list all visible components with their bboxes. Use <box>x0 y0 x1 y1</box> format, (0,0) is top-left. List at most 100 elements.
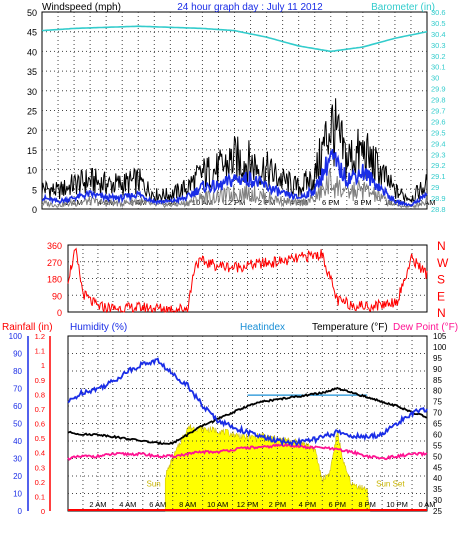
panel1-left-tick: 5 <box>32 185 37 195</box>
panel1-left-tick: 10 <box>27 166 37 176</box>
panel2-left-tick: 90 <box>52 291 62 301</box>
chart-title: 24 hour graph day : July 11 2012 <box>177 2 323 13</box>
temperature-tick: 75 <box>433 398 442 407</box>
humidity-tick: 20 <box>13 472 22 481</box>
humidity-tick: 80 <box>13 367 22 376</box>
panel3-x-tick: 8 PM <box>358 500 376 509</box>
panel1-left-tick: 35 <box>27 67 37 77</box>
panel3-x-tick: 6 AM <box>149 500 166 509</box>
heatindex-label: Heatindex <box>240 322 285 333</box>
panel2-left-tick: 180 <box>47 275 62 285</box>
panel1-x-tick: 2 AM <box>66 198 83 207</box>
panel3-x-tick: 4 PM <box>299 500 317 509</box>
panel1-right-tick: 29.8 <box>431 96 446 105</box>
rainfall-tick: 0.3 <box>35 463 45 472</box>
panel1-x-tick: 8 AM <box>162 198 179 207</box>
temperature-tick: 35 <box>433 485 442 494</box>
panel1-left-tick: 25 <box>27 107 37 117</box>
temperature-tick: 45 <box>433 463 442 472</box>
panel1-right-tick: 29.3 <box>431 150 446 159</box>
sunset-annotation: Sun Set <box>376 480 405 489</box>
panel3-x-tick: 12 PM <box>237 500 259 509</box>
temperature-tick: 65 <box>433 420 442 429</box>
sunrise-annotation: Sun <box>147 480 161 489</box>
humidity-tick: 60 <box>13 402 22 411</box>
panel2-compass-label: S <box>437 273 445 287</box>
rainfall-tick: 0.6 <box>35 420 45 429</box>
temperature-tick: 30 <box>433 496 442 505</box>
panel3-x-tick: 0 AM <box>418 500 435 509</box>
panel1-right-tick: 29.7 <box>431 107 446 116</box>
humidity-label: Humidity (%) <box>70 322 127 333</box>
panel3-x-tick: 6 PM <box>328 500 346 509</box>
humidity-tick: 30 <box>13 455 22 464</box>
panel1-left-tick: 40 <box>27 47 37 57</box>
panel1-left-label: Windspeed (mph) <box>42 2 121 13</box>
temperature-tick: 50 <box>433 452 442 461</box>
panel1-left-tick: 30 <box>27 87 37 97</box>
wind-direction-line <box>67 247 428 314</box>
temperature-label: Temperature (°F) <box>312 322 388 333</box>
panel1-right-tick: 29.2 <box>431 161 446 170</box>
panel1-right-tick: 30.4 <box>431 30 446 39</box>
panel1-right-tick: 30.2 <box>431 52 446 61</box>
panel2-frame <box>67 244 428 313</box>
rainfall-tick: 1.2 <box>35 332 45 341</box>
panel1-left-tick: 20 <box>27 126 37 136</box>
panel2-compass-label: W <box>437 256 449 270</box>
panel1-right-tick: 29.4 <box>431 139 446 148</box>
panel1-left-tick: 0 <box>32 205 37 215</box>
rainfall-tick: 0 <box>41 507 45 516</box>
panel1-left-tick: 15 <box>27 146 37 156</box>
temperature-tick: 25 <box>433 507 442 516</box>
panel3-x-tick: 8 AM <box>179 500 196 509</box>
humidity-tick: 10 <box>13 490 22 499</box>
panel1-right-tick: 28.9 <box>431 194 446 203</box>
panel1-right-tick: 29.6 <box>431 117 446 126</box>
rainfall-tick: 1 <box>41 361 45 370</box>
barometer-line <box>41 25 428 53</box>
rainfall-tick: 0.9 <box>35 376 45 385</box>
panel2-left-tick: 270 <box>47 258 62 268</box>
temperature-tick: 85 <box>433 376 442 385</box>
panel1-right-tick: 29.5 <box>431 128 446 137</box>
panel2-compass-label: N <box>437 306 446 320</box>
panel3-x-tick: 2 PM <box>269 500 287 509</box>
rainfall-tick: 0.7 <box>35 405 45 414</box>
rainfall-tick: 0.5 <box>35 434 45 443</box>
panel3-x-tick: 10 PM <box>386 500 408 509</box>
humidity-tick: 70 <box>13 385 22 394</box>
rainfall-tick: 0.4 <box>35 449 45 458</box>
temperature-tick: 40 <box>433 474 442 483</box>
panel1-x-tick: 12 PM <box>224 198 246 207</box>
panel3-x-tick: 4 AM <box>119 500 136 509</box>
panel1-x-tick: 4 AM <box>98 198 115 207</box>
panel2-left-tick: 360 <box>47 241 62 251</box>
temperature-tick: 90 <box>433 365 442 374</box>
temperature-tick: 70 <box>433 409 442 418</box>
panel1-right-label: Barometer (in) <box>371 2 435 13</box>
rainfall-tick: 0.2 <box>35 478 45 487</box>
wind-low-line <box>41 168 428 209</box>
humidity-tick: 50 <box>13 420 22 429</box>
panel1-right-tick: 30.3 <box>431 41 446 50</box>
rainfall-tick: 0.8 <box>35 390 45 399</box>
temperature-tick: 105 <box>433 332 447 341</box>
panel2-left-tick: 0 <box>57 308 62 318</box>
humidity-tick: 90 <box>13 350 22 359</box>
dewpoint-label: Dew Point (°F) <box>393 322 458 333</box>
panel2-compass-label: N <box>437 239 446 253</box>
panel3-x-tick: 10 AM <box>207 500 228 509</box>
panel1-right-tick: 30 <box>431 74 439 83</box>
wind-gust-line <box>41 98 428 203</box>
panel1-right-tick: 28.8 <box>431 205 446 214</box>
temperature-tick: 95 <box>433 354 442 363</box>
panel1-left-tick: 50 <box>27 8 37 18</box>
panel1-right-tick: 29.9 <box>431 85 446 94</box>
temperature-tick: 55 <box>433 441 442 450</box>
rainfall-tick: 1.1 <box>35 347 45 356</box>
panel1-x-tick: 6 PM <box>322 198 340 207</box>
temperature-tick: 80 <box>433 387 442 396</box>
